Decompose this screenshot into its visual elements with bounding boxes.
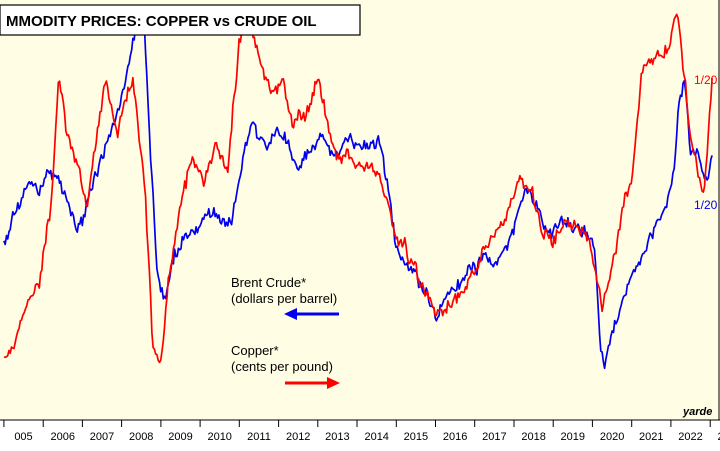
x-tick-label-2013: 2013 — [325, 431, 349, 443]
x-tick-label-2014: 2014 — [364, 431, 388, 443]
x-tick-label-2017: 2017 — [482, 431, 506, 443]
legend-crude-label: Brent Crude* — [231, 275, 306, 290]
x-tick-label-2006: 2006 — [51, 431, 75, 443]
legend-copper-label: Copper* — [231, 343, 279, 358]
chart-title: MMODITY PRICES: COPPER vs CRUDE OIL — [6, 13, 317, 30]
x-tick-label-2023: 2023 — [718, 431, 720, 443]
plot-area — [0, 0, 720, 420]
legend-copper-arrowhead — [327, 377, 340, 389]
legend-crude-units: (dollars per barrel) — [231, 291, 337, 306]
x-tick-label-2015: 2015 — [404, 431, 428, 443]
x-tick-label-2005: 005 — [14, 431, 32, 443]
x-tick-label-2016: 2016 — [443, 431, 467, 443]
copper-end-label: 1/20 — [694, 73, 718, 87]
x-tick-label-2021: 2021 — [639, 431, 663, 443]
x-tick-label-2018: 2018 — [521, 431, 545, 443]
series-layer — [3, 8, 713, 370]
x-axis-ticks: 005 2006 2007 2008 2009 2010 2011 2012 2013 2014 2… — [3, 420, 720, 443]
series-line-copper — [3, 13, 713, 364]
x-tick-label-2020: 2020 — [600, 431, 624, 443]
x-tick-label-2009: 2009 — [168, 431, 192, 443]
source-credit: yarde — [682, 406, 712, 418]
x-tick-label-2008: 2008 — [129, 431, 153, 443]
crude-end-label: 1/20 — [694, 198, 718, 212]
legend-copper-units: (cents per pound) — [231, 359, 333, 374]
x-tick-label-2012: 2012 — [286, 431, 310, 443]
series-line-brent-crude — [3, 8, 713, 370]
x-tick-label-2011: 2011 — [247, 431, 271, 443]
legend-crude-arrowhead — [284, 308, 297, 320]
x-tick-label-2010: 2010 — [207, 431, 231, 443]
title-box — [0, 4, 361, 36]
x-tick-label-2022: 2022 — [678, 431, 702, 443]
x-tick-label-2007: 2007 — [90, 431, 114, 443]
x-tick-label-2019: 2019 — [561, 431, 585, 443]
